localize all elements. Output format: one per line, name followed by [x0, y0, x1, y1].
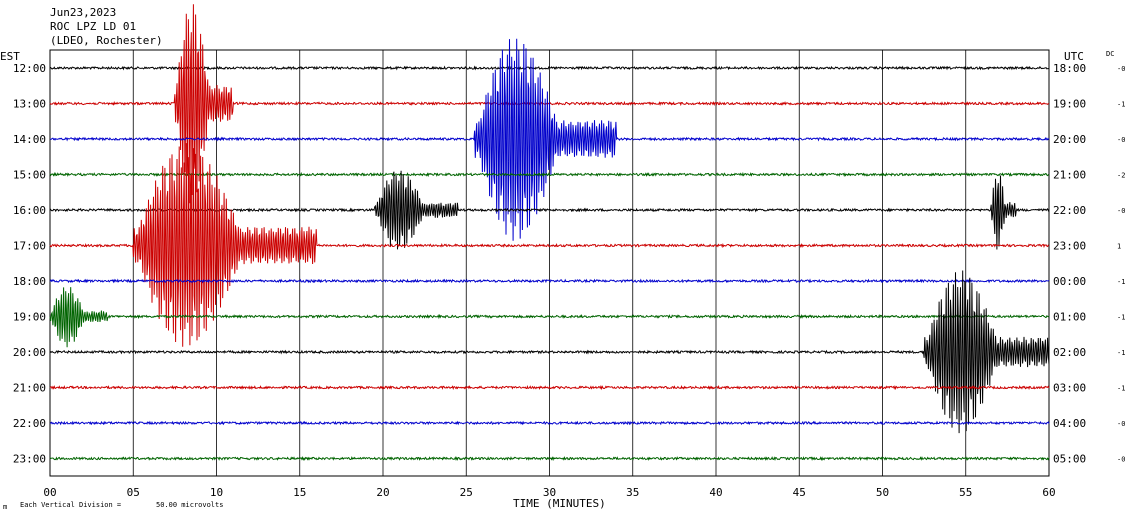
est-hour-label: 23:00 — [13, 453, 46, 466]
x-tick-label: 25 — [460, 486, 473, 499]
dc-offset-label: -2 — [1117, 172, 1125, 180]
seismic-trace — [49, 270, 1050, 434]
utc-hour-labels: 18:00 19:00 20:00 21:00 22:00 23:00 00:00 01:00… — [1053, 62, 1086, 466]
seismic-trace — [49, 384, 1050, 391]
x-tick-label: 05 — [127, 486, 140, 499]
est-hour-labels: 12:00 13:00 14:00 15:00 16:00 17:00 18:00 19:00… — [13, 62, 46, 466]
record-date: Jun23,2023 — [50, 6, 116, 19]
est-hour-label: 12:00 — [13, 62, 46, 75]
x-tick-label: 30 — [543, 486, 556, 499]
utc-hour-label: 23:00 — [1053, 240, 1086, 253]
utc-hour-label: 19:00 — [1053, 98, 1086, 111]
dc-offset-label: -0 — [1117, 456, 1125, 464]
est-hour-label: 14:00 — [13, 133, 46, 146]
x-tick-label: 35 — [626, 486, 639, 499]
est-hour-label: 20:00 — [13, 346, 46, 359]
est-hour-label: 19:00 — [13, 311, 46, 324]
est-hour-label: 17:00 — [13, 240, 46, 253]
utc-hour-label: 20:00 — [1053, 133, 1086, 146]
x-tick-label: 55 — [959, 486, 972, 499]
x-tick-label: 00 — [43, 486, 56, 499]
seismic-trace — [49, 278, 1050, 284]
utc-hour-label: 00:00 — [1053, 275, 1086, 288]
dc-offset-label: -1 — [1117, 278, 1125, 286]
seismic-trace — [49, 287, 1050, 348]
seismic-trace — [49, 456, 1050, 462]
x-tick-labels: 00 05 10 15 20 25 30 35 40 45 50 55 60 — [43, 486, 1055, 499]
utc-hour-label: 18:00 — [1053, 62, 1086, 75]
dc-offset-label: -0 — [1117, 207, 1125, 215]
seismic-trace — [49, 171, 1050, 178]
dc-offset-label: -1 — [1117, 349, 1125, 357]
right-timezone-label: UTC — [1064, 50, 1084, 63]
dc-offset-labels: -0 -1 -0 -2 -0 1 -1 -1 -1 -1 -0 -0 — [1117, 65, 1125, 464]
seismic-trace — [49, 420, 1050, 426]
seismic-trace — [49, 65, 1049, 71]
scale-prefix: Each Vertical Division = — [20, 501, 121, 509]
utc-hour-label: 04:00 — [1053, 417, 1086, 430]
utc-hour-label: 05:00 — [1053, 453, 1086, 466]
est-hour-label: 21:00 — [13, 382, 46, 395]
dc-offset-label: -0 — [1117, 420, 1125, 428]
est-hour-label: 15:00 — [13, 169, 46, 182]
seismic-traces — [49, 4, 1050, 462]
dc-offset-label: 1 — [1117, 243, 1121, 251]
est-hour-label: 22:00 — [13, 417, 46, 430]
utc-hour-label: 22:00 — [1053, 204, 1086, 217]
utc-hour-label: 21:00 — [1053, 169, 1086, 182]
x-tick-label: 45 — [793, 486, 806, 499]
utc-hour-label: 03:00 — [1053, 382, 1086, 395]
x-tick-label: 20 — [376, 486, 389, 499]
x-tick-label: 10 — [210, 486, 223, 499]
dc-offset-label: -1 — [1117, 101, 1125, 109]
est-hour-label: 16:00 — [13, 204, 46, 217]
dc-offset-label: -0 — [1117, 65, 1125, 73]
corner-mark: m — [3, 503, 7, 511]
left-timezone-label: EST — [0, 50, 20, 63]
est-hour-label: 13:00 — [13, 98, 46, 111]
station-code: ROC LPZ LD 01 — [50, 20, 136, 33]
network-name: (LDEO, Rochester) — [50, 34, 163, 47]
x-tick-label: 50 — [876, 486, 889, 499]
dc-offset-label: -0 — [1117, 136, 1125, 144]
scale-value: 50.00 microvolts — [156, 501, 223, 509]
seismic-trace — [49, 38, 1050, 241]
utc-hour-label: 01:00 — [1053, 311, 1086, 324]
dc-offset-label: -1 — [1117, 385, 1125, 393]
seismic-trace — [49, 143, 1050, 347]
x-tick-label: 60 — [1042, 486, 1055, 499]
x-tick-label: 40 — [709, 486, 722, 499]
est-hour-label: 18:00 — [13, 275, 46, 288]
x-tick-label: 15 — [293, 486, 306, 499]
dc-header-label: DC — [1106, 50, 1114, 58]
x-axis-label: TIME (MINUTES) — [513, 497, 606, 510]
dc-offset-label: -1 — [1117, 314, 1125, 322]
utc-hour-label: 02:00 — [1053, 346, 1086, 359]
